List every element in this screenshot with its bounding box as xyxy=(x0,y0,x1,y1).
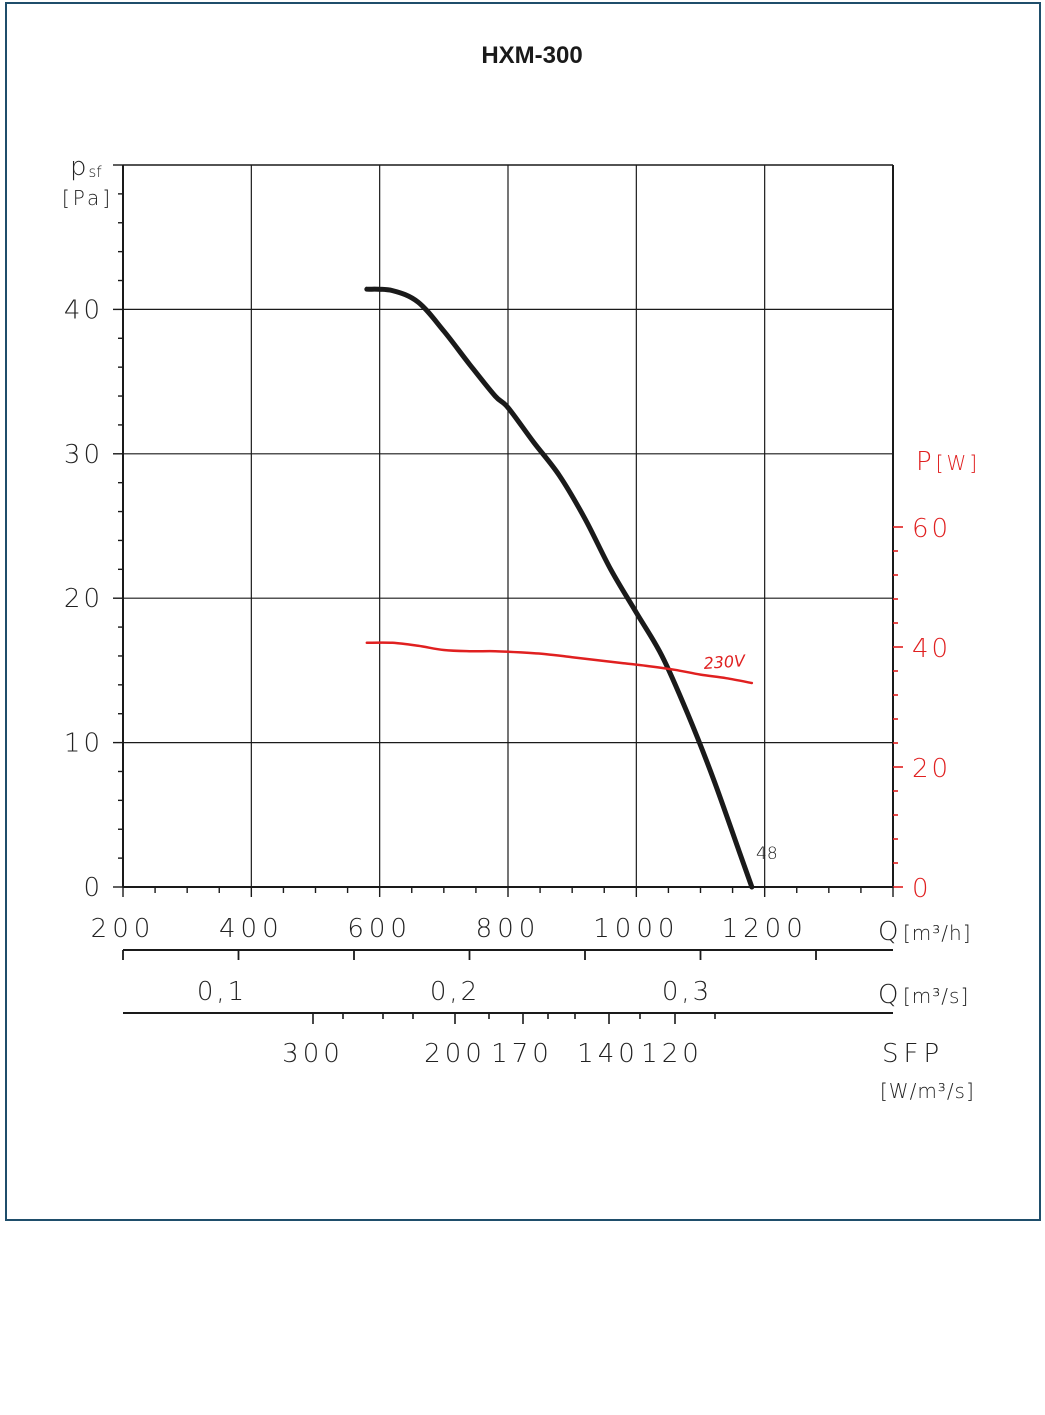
left-axis-label: p sf xyxy=(70,152,102,182)
left-axis-tick-label: 20 xyxy=(64,584,103,614)
right-axis-label: P [W] xyxy=(916,447,980,477)
secondary-axis-label: Q xyxy=(878,980,898,1010)
chart-title: HXM-300 xyxy=(481,42,582,69)
x-axis-tick-label: 800 xyxy=(476,914,541,944)
sfp-axis-label: SFP xyxy=(882,1039,944,1069)
sfp-axis-tick-label: 170 xyxy=(491,1039,553,1069)
sfp-axis-unit: [W/m³/s] xyxy=(880,1079,975,1103)
sfp-axis-tick-label: 300 xyxy=(282,1039,344,1069)
x-axis-tick-label: 1000 xyxy=(593,914,679,944)
secondary-axis-unit: [m³/s] xyxy=(903,984,969,1008)
left-axis-tick-label: 0 xyxy=(83,873,103,903)
x-axis-tick-label: 600 xyxy=(347,914,412,944)
left-axis-tick-label: 30 xyxy=(64,440,103,470)
x-axis-tick-label: 200 xyxy=(91,914,156,944)
sfp-axis-tick-label: 140 xyxy=(577,1039,639,1069)
x-axis-tick-label: 1200 xyxy=(722,914,808,944)
sfp-axis-tick-label: 200 xyxy=(424,1039,486,1069)
power-curve-230v xyxy=(365,641,754,685)
left-axis-unit: [Pa] xyxy=(62,186,113,210)
right-axis-tick-label: 20 xyxy=(912,754,951,784)
secondary-axis-tick-label: 0,3 xyxy=(662,977,712,1007)
left-axis-tick-label: 10 xyxy=(64,729,103,759)
sfp-axis-tick-label: 120 xyxy=(641,1039,703,1069)
pressure-curve xyxy=(364,286,755,890)
left-axis-tick-label: 40 xyxy=(64,295,103,325)
x-axis-tick-label: 400 xyxy=(219,914,284,944)
right-axis-tick-label: 0 xyxy=(912,874,932,904)
right-axis-tick-label: 40 xyxy=(912,634,951,664)
pressure-curve-end-label: 48 xyxy=(756,844,778,864)
x-axis-unit: [m³/h] xyxy=(903,921,972,945)
x-axis-label: Q xyxy=(878,917,898,947)
power-curve-label: 230V xyxy=(703,651,747,673)
right-axis-tick-label: 60 xyxy=(912,514,951,544)
secondary-axis-tick-label: 0,2 xyxy=(430,977,480,1007)
chart-frame xyxy=(5,2,1041,1221)
secondary-axis-tick-label: 0,1 xyxy=(197,977,247,1007)
